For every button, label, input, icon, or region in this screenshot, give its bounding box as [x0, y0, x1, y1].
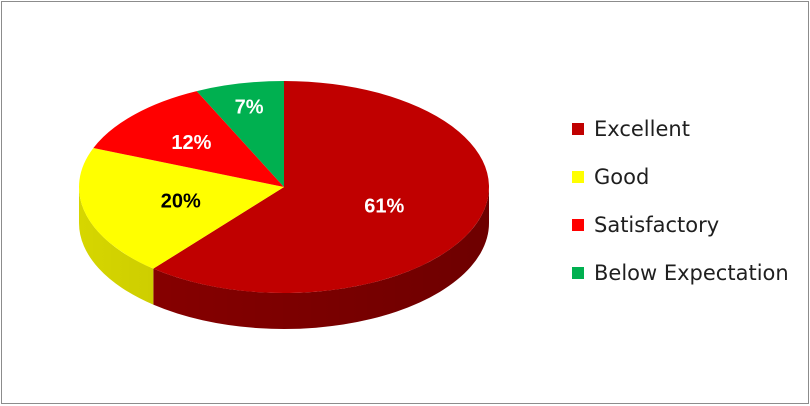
pie-label-good: 20% [161, 191, 201, 213]
pie-label-satisfactory: 12% [171, 132, 211, 154]
pie-slice-satisfactory [93, 91, 285, 187]
legend: Excellent Good Satisfactory Below Expect… [572, 117, 802, 309]
legend-swatch-excellent [572, 123, 584, 135]
legend-label-excellent: Excellent [594, 117, 690, 141]
pie-slice-below-expectation [196, 81, 284, 187]
pie-label-excellent: 61% [364, 196, 404, 218]
legend-label-below-expectation: Below Expectation [594, 261, 789, 285]
pie-top [78, 81, 490, 293]
pie-slice-good [78, 147, 284, 269]
pie-label-below-expectation: 7% [235, 96, 264, 118]
pie-labels: 61% 20% 12% 7% [161, 96, 405, 217]
legend-swatch-good [572, 171, 584, 183]
legend-label-good: Good [594, 165, 650, 189]
legend-item-excellent: Excellent [572, 117, 802, 141]
legend-item-good: Good [572, 165, 802, 189]
legend-swatch-below-expectation [572, 267, 584, 279]
pie-side-shading [79, 187, 489, 329]
pie-side-walls [79, 187, 490, 329]
legend-item-satisfactory: Satisfactory [572, 213, 802, 237]
pie-slice-excellent [153, 81, 490, 293]
legend-label-satisfactory: Satisfactory [594, 213, 720, 237]
legend-swatch-satisfactory [572, 219, 584, 231]
legend-item-below-expectation: Below Expectation [572, 261, 802, 285]
